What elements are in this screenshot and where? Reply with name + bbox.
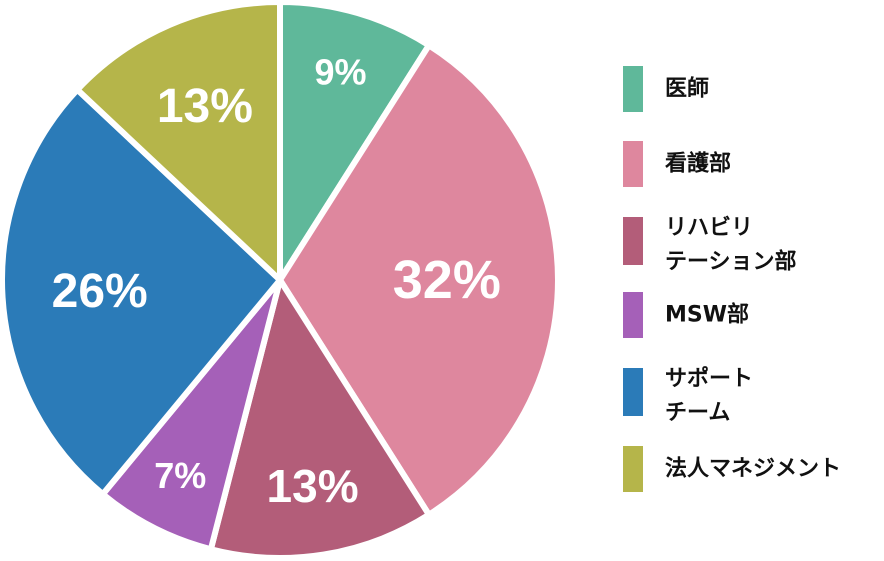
legend-label-3-line-2: テーション部	[665, 249, 797, 275]
legend-label-1: 医師	[665, 76, 709, 102]
legend-swatch-5	[623, 368, 643, 416]
pie-slice-3	[207, 277, 432, 561]
legend-swatch-4	[623, 292, 643, 338]
legend-label-5-line-1: サポート	[665, 366, 753, 392]
legend-swatch-2	[623, 141, 643, 187]
pie-slices	[0, 0, 561, 561]
legend-swatch-6	[623, 446, 643, 492]
legend-swatch-1	[623, 66, 643, 112]
slice-data-label-5: 26%	[52, 265, 148, 318]
pie-slice-5	[0, 86, 283, 498]
legend-label-2: 看護部	[665, 151, 731, 177]
slice-data-label-6: 13%	[157, 80, 253, 133]
pie-slice-2	[277, 42, 561, 518]
pie-labels: 9% 32% 13% 7% 26% 13%	[52, 51, 501, 512]
legend-label-6: 法人マネジメント	[665, 457, 841, 482]
pie-slice-6	[74, 0, 283, 283]
pie-slice-1	[277, 0, 432, 283]
legend-swatch-3	[623, 217, 643, 265]
legend-label-3-line-1: リハビリ	[665, 216, 753, 241]
legend-label-5-line-2: チーム	[665, 401, 730, 426]
slice-data-label-2: 32%	[393, 250, 501, 310]
legend-label-4: MSW部	[665, 302, 749, 328]
slice-data-label-1: 9%	[314, 51, 366, 92]
slice-data-label-3: 13%	[267, 460, 359, 512]
slice-data-label-4: 7%	[154, 455, 206, 496]
